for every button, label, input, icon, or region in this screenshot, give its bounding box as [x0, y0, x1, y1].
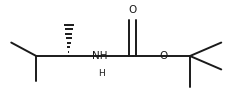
Text: O: O: [128, 5, 136, 15]
Text: NH: NH: [92, 51, 108, 61]
Text: O: O: [160, 51, 168, 61]
Text: H: H: [98, 69, 104, 78]
